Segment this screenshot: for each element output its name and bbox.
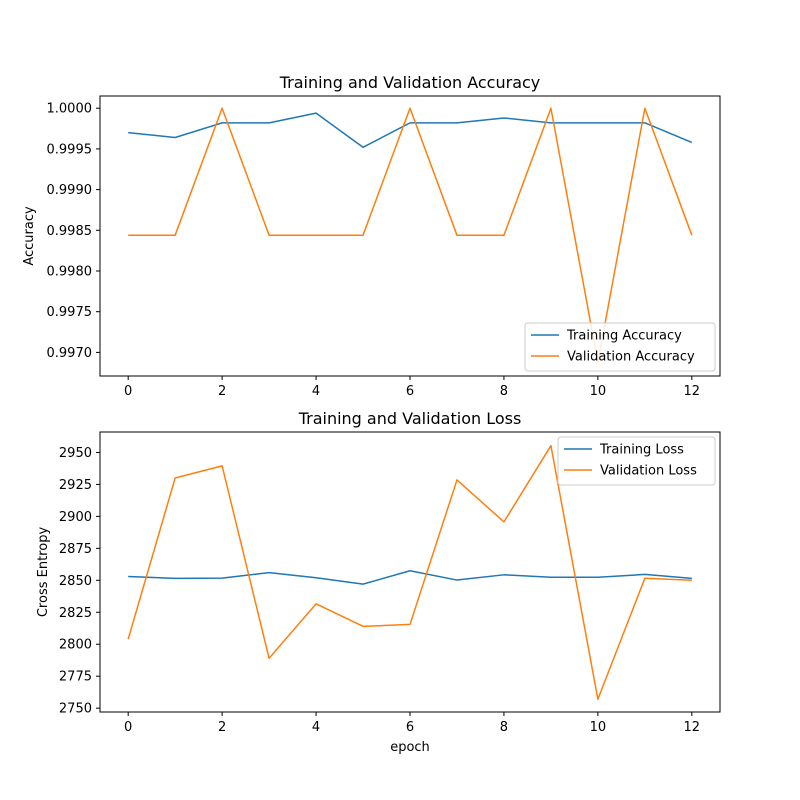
x-tick-label: 10 — [590, 720, 607, 735]
x-tick-label: 0 — [124, 384, 132, 399]
series-line-training-accuracy — [128, 112, 693, 149]
chart-panel-1: 0 2 4 6 8 10 12 0.9970 0.9975 0.9980 0.9985 0.9990 0… — [22, 73, 721, 399]
y-tick-label: 0.9975 — [47, 305, 93, 320]
legend-box — [524, 322, 716, 372]
x-tick-label: 8 — [500, 384, 508, 399]
y-tick-label: 2750 — [59, 702, 92, 717]
x-tick-label: 0 — [124, 720, 132, 735]
series-line-validation-loss — [127, 444, 692, 700]
y-tick-label: 2950 — [59, 446, 92, 461]
x-tick-label: 4 — [312, 384, 320, 399]
y-tick-label: 0.9995 — [47, 142, 93, 157]
y-axis-label: Cross Entropy — [36, 527, 51, 618]
y-tick-label: 2900 — [59, 510, 92, 525]
x-tick-label: 6 — [406, 384, 414, 399]
y-tick-label: 2850 — [59, 574, 92, 589]
x-tick-label: 12 — [684, 720, 701, 735]
x-tick-label: 12 — [684, 384, 701, 399]
legend-label: Validation Loss — [600, 464, 697, 479]
y-tick-label: 2925 — [59, 478, 92, 493]
x-axis-label: epoch — [390, 740, 430, 755]
x-tick-label: 8 — [500, 720, 508, 735]
x-tick-label: 10 — [590, 384, 607, 399]
x-tick-label: 2 — [218, 384, 226, 399]
x-tick-label: 2 — [218, 720, 226, 735]
legend-label: Training Loss — [599, 443, 684, 458]
y-tick-label: 2825 — [59, 606, 92, 621]
y-tick-label: 0.9985 — [47, 224, 93, 239]
chart-title: Training and Validation Accuracy — [279, 73, 541, 92]
chart-title: Training and Validation Loss — [298, 409, 522, 428]
legend-label: Validation Accuracy — [567, 350, 695, 365]
y-tick-label: 2800 — [59, 638, 92, 653]
x-tick-label: 4 — [312, 720, 320, 735]
legend: Training Accuracy Validation Accuracy — [524, 322, 716, 372]
y-tick-label: 2775 — [59, 670, 92, 685]
y-tick-label: 0.9970 — [47, 346, 93, 361]
legend-box — [557, 436, 716, 486]
y-tick-label: 0.9980 — [47, 265, 93, 280]
y-tick-label: 1.0000 — [47, 102, 93, 117]
series-line-training-loss — [128, 569, 692, 585]
chart-panel-2: 0 2 4 6 8 10 12 2750 2775 2800 2825 2850 2875 2900 292… — [36, 409, 721, 755]
y-axis-label: Accuracy — [22, 206, 37, 266]
legend-label: Training Accuracy — [566, 329, 682, 344]
x-tick-label: 6 — [406, 720, 414, 735]
y-tick-label: 2875 — [59, 542, 92, 557]
y-tick-label: 0.9990 — [47, 183, 93, 198]
legend: Training Loss Validation Loss — [557, 436, 716, 486]
